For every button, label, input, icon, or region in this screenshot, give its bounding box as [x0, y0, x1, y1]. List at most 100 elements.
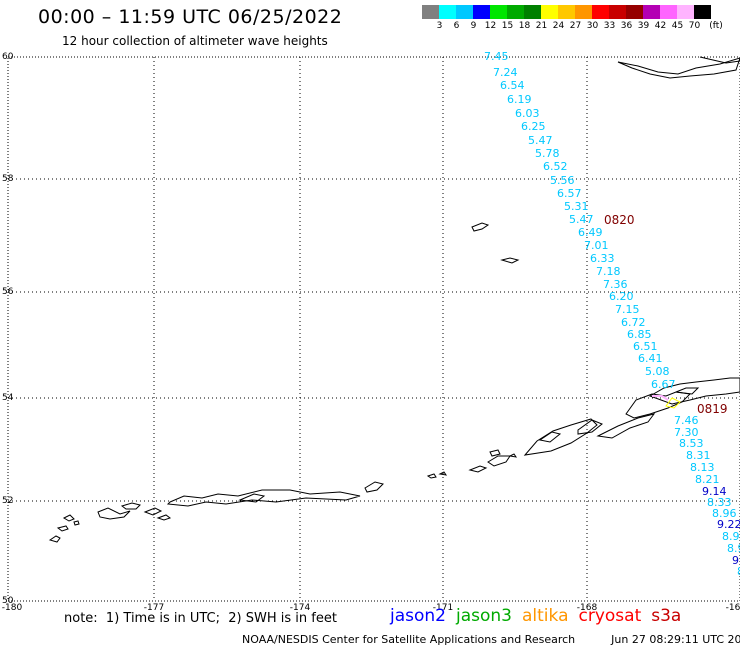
- satellite-jason3: jason3: [456, 606, 512, 626]
- legend-swatch: [473, 5, 490, 19]
- legend-swatch: [422, 5, 439, 19]
- chart-title: 00:00 – 11:59 UTC 06/25/2022: [38, 6, 343, 28]
- legend-label: 39: [637, 21, 650, 31]
- swh-value: 6.72: [621, 316, 646, 329]
- x-tick-label: -177: [143, 603, 165, 613]
- swh-value: 6.52: [543, 160, 568, 173]
- swh-value: 9.14: [702, 485, 727, 498]
- legend-label: 27: [569, 21, 582, 31]
- swh-value: 6.54: [500, 79, 525, 92]
- swh-value: 6.33: [590, 252, 615, 265]
- time-label-0819: 0819: [697, 402, 728, 416]
- x-tick-label: -16: [725, 603, 740, 613]
- x-tick-label: -168: [576, 603, 598, 613]
- y-tick-label: 56: [2, 287, 14, 297]
- swh-value: 7.01: [584, 239, 609, 252]
- swh-value: 8.31: [686, 449, 711, 462]
- chart-subtitle: 12 hour collection of altimeter wave hei…: [62, 34, 328, 48]
- map-grid: [8, 57, 740, 601]
- legend-swatch: [439, 5, 456, 19]
- legend-label: 12: [484, 21, 497, 31]
- legend-label: 33: [603, 21, 616, 31]
- y-tick-label: 60: [2, 52, 14, 62]
- legend-swatch: [660, 5, 677, 19]
- legend-label: 42: [654, 21, 667, 31]
- legend-swatch: [524, 5, 541, 19]
- legend-label: 36: [620, 21, 633, 31]
- satellite-cryosat: cryosat: [578, 606, 642, 626]
- swh-value: 8.21: [695, 473, 720, 486]
- x-tick-label: -180: [1, 603, 23, 613]
- swh-value: 6.51: [633, 340, 658, 353]
- swh-value: 7.15: [615, 303, 640, 316]
- legend-swatch: [541, 5, 558, 19]
- legend-label: 6: [453, 21, 460, 31]
- swh-value: 7.30: [674, 426, 699, 439]
- legend-label: 30: [586, 21, 599, 31]
- legend-label: 18: [518, 21, 531, 31]
- footer: NOAA/NESDIS Center for Satellite Applica…: [242, 633, 740, 646]
- footer-timestamp: Jun 27 08:29:11 UTC 2022: [611, 633, 740, 646]
- swh-value: 5.78: [535, 147, 560, 160]
- x-tick-label: -174: [289, 603, 311, 613]
- swh-value: 7.24: [493, 66, 518, 79]
- satellite-jason2: jason2: [390, 606, 446, 626]
- footnote: note: 1) Time is in UTC; 2) SWH is in fe…: [64, 611, 337, 626]
- swh-value: 6.41: [638, 352, 663, 365]
- altimeter-track: 7.457.246.546.196.036.255.475.786.525.56…: [484, 50, 740, 578]
- swh-value: 5.47: [528, 134, 553, 147]
- legend-swatch: [677, 5, 694, 19]
- legend-label: 9: [470, 21, 477, 31]
- y-tick-label: 54: [2, 393, 14, 403]
- swh-value: 9: [732, 554, 739, 567]
- swh-value: 8.53: [679, 437, 704, 450]
- x-tick-label: -171: [432, 603, 454, 613]
- swh-value: 6.67: [651, 378, 676, 391]
- swh-value: 7.46: [674, 414, 699, 427]
- legend-label: 21: [535, 21, 548, 31]
- legend-swatch: [643, 5, 660, 19]
- swh-value: 5.47: [569, 213, 594, 226]
- legend-swatch: [626, 5, 643, 19]
- satellite-legend: jason2 jason3 altika cryosat s3a: [390, 606, 681, 626]
- legend-swatch: [592, 5, 609, 19]
- legend-swatch: [490, 5, 507, 19]
- legend-swatch: [575, 5, 592, 19]
- legend-swatch: [558, 5, 575, 19]
- color-legend-labels: 3 6 9 12 15 18 21 24 27 30 33 36 39 42 45 70 (ft): [422, 21, 740, 35]
- legend-swatch: [609, 5, 626, 19]
- swh-value: 9.22: [717, 518, 740, 531]
- satellite-s3a: s3a: [651, 606, 682, 626]
- swh-value: 8.33: [707, 496, 732, 509]
- swh-value: 6.19: [507, 93, 532, 106]
- swh-value: 6.25: [521, 120, 546, 133]
- legend-label: 15: [501, 21, 514, 31]
- swh-value: 8.13: [690, 461, 715, 474]
- legend-label: (ft): [709, 21, 723, 31]
- coastline: [48, 56, 740, 543]
- swh-value: 6.57: [557, 187, 582, 200]
- legend-swatch: [507, 5, 524, 19]
- legend-label: 45: [671, 21, 684, 31]
- swh-value: 5.31: [564, 200, 589, 213]
- swh-value: 8.9: [722, 530, 740, 543]
- swh-value: 5.08: [645, 365, 670, 378]
- swh-value: 5.56: [550, 174, 575, 187]
- y-tick-label: 50: [2, 596, 14, 606]
- footer-source: NOAA/NESDIS Center for Satellite Applica…: [242, 633, 576, 646]
- color-legend: [422, 5, 711, 19]
- swh-value: 6.03: [515, 107, 540, 120]
- swh-value: 6.85: [627, 328, 652, 341]
- altika-overlap-marker: [665, 397, 681, 409]
- swh-value: 7.45: [484, 50, 509, 63]
- map-frame: [7, 56, 740, 602]
- time-label-0820: 0820: [604, 213, 635, 227]
- swh-value: 7.36: [603, 278, 628, 291]
- satellite-altika: altika: [522, 606, 569, 626]
- swh-value: 6.20: [609, 290, 634, 303]
- y-tick-label: 58: [2, 174, 14, 184]
- legend-swatch: [694, 5, 711, 19]
- swh-value: 8: [737, 565, 740, 578]
- s3a-overlap-marker: [652, 395, 669, 401]
